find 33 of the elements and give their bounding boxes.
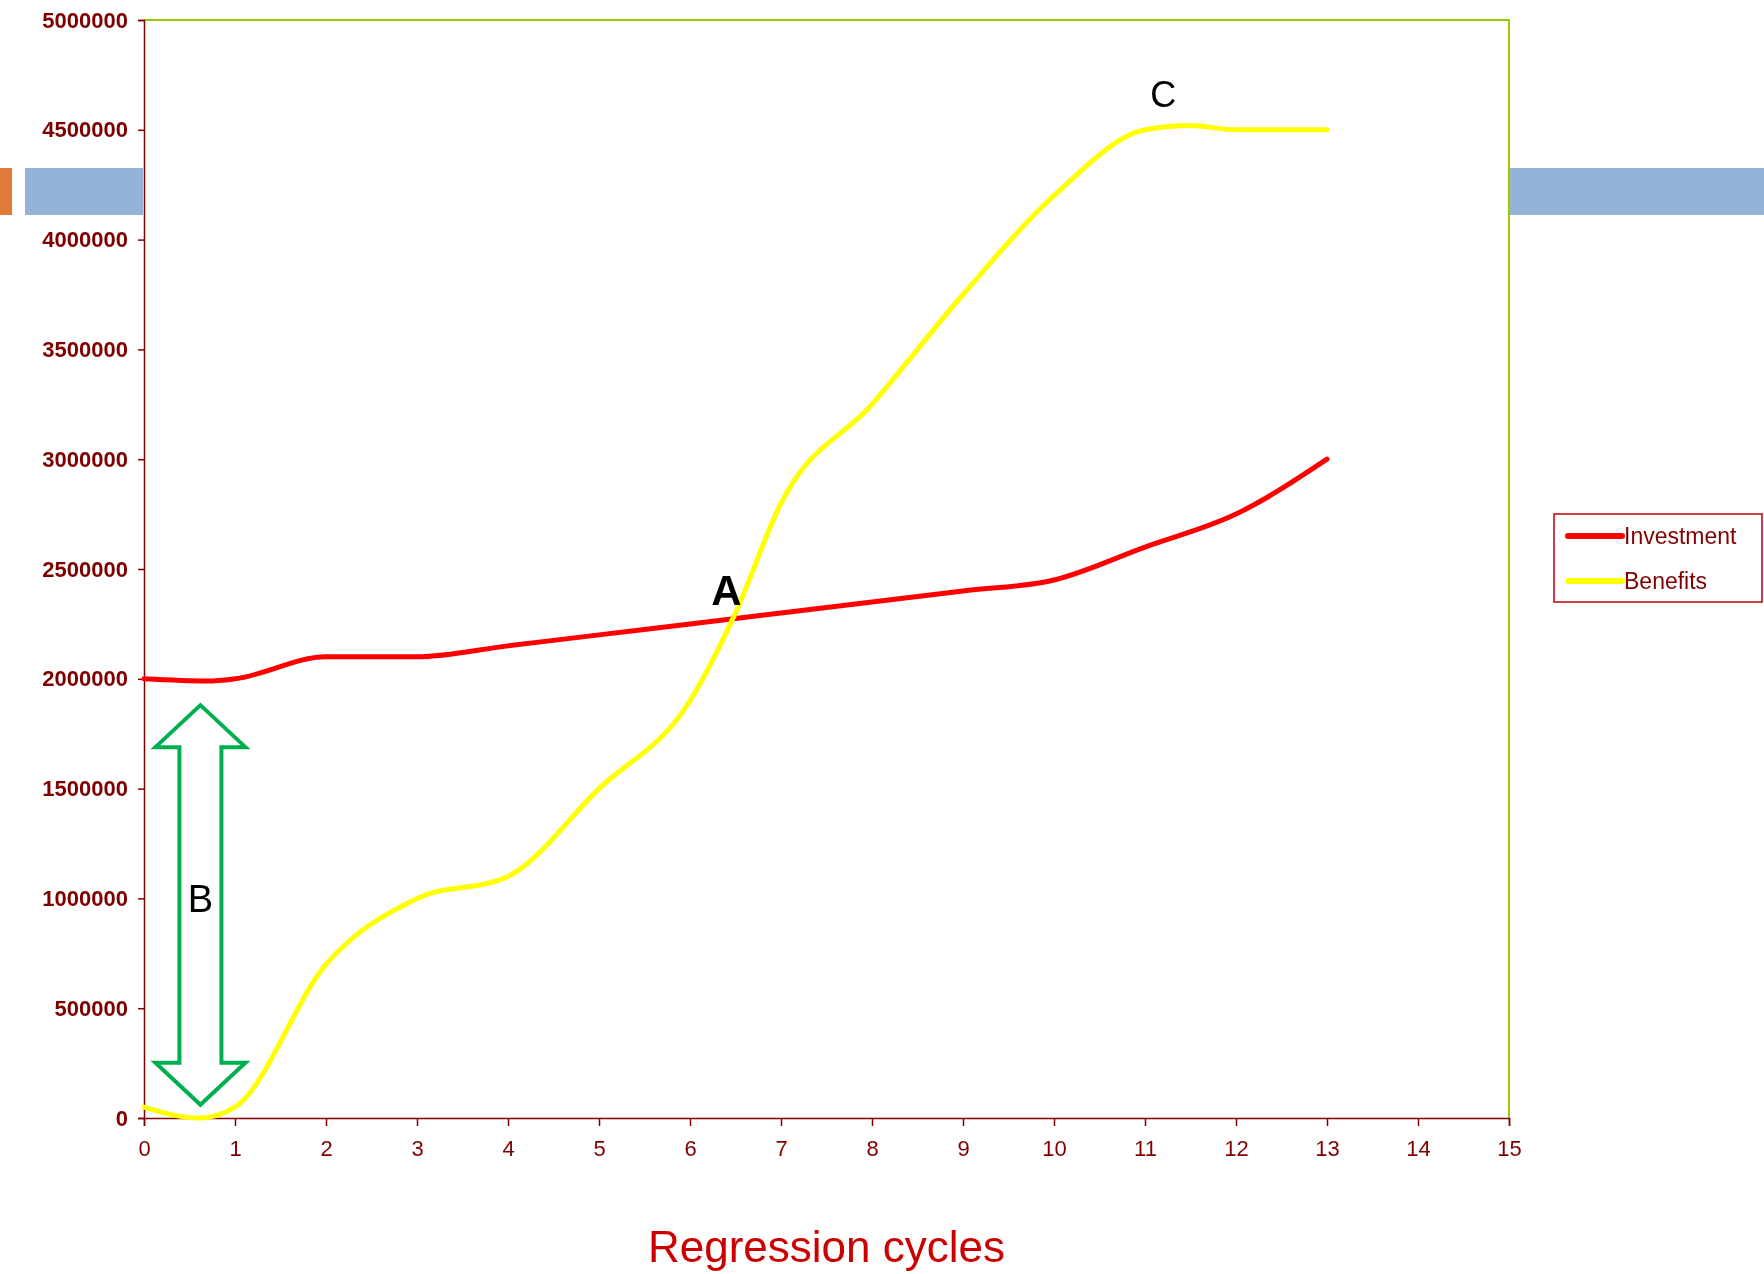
x-tick-label: 7 [775,1135,788,1161]
y-tick-label: 2500000 [42,556,128,582]
x-tick-label: 12 [1224,1135,1249,1161]
y-tick-label: 0 [115,1105,128,1131]
x-tick-label: 15 [1497,1135,1522,1161]
annotation: A [711,566,742,614]
x-tick-label: 0 [138,1135,151,1161]
x-tick-label: 9 [957,1135,970,1161]
annotation: C [1150,74,1177,116]
x-tick-label: 6 [684,1135,697,1161]
y-tick-label: 1500000 [42,776,128,802]
y-tick-label: 3000000 [42,446,128,472]
y-tick-label: 4500000 [42,117,128,143]
x-tick-label: 11 [1134,1135,1157,1161]
x-axis-title: Regression cycles [647,1222,1006,1271]
x-tick-label: 10 [1042,1135,1067,1161]
legend-label: Benefits [1624,568,1708,594]
y-tick-label: 1000000 [42,885,128,911]
annotation: B [187,878,214,921]
y-tick-label: 3500000 [42,336,128,362]
y-tick-label: 500000 [54,995,128,1021]
x-tick-label: 3 [411,1135,424,1161]
x-tick-label: 14 [1406,1135,1431,1161]
y-tick-label: 5000000 [42,7,128,33]
x-tick-label: 8 [866,1135,879,1161]
x-tick-label: 4 [502,1135,515,1161]
x-tick-label: 2 [320,1135,333,1161]
legend-label: Investment [1624,523,1738,549]
x-tick-label: 1 [229,1135,242,1161]
x-tick-label: 13 [1315,1135,1340,1161]
y-tick-label: 4000000 [42,227,128,253]
x-tick-label: 5 [593,1135,606,1161]
y-tick-label: 2000000 [42,666,128,692]
